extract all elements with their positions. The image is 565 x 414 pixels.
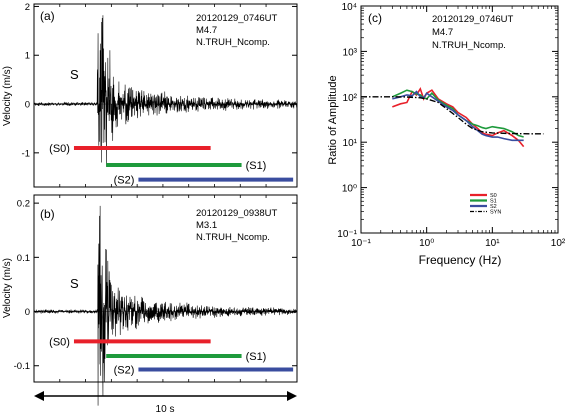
ytick-label-0: -1	[22, 148, 30, 159]
panel-c-xlabel: Frequency (Hz)	[419, 253, 502, 267]
time-scale-left-arrowhead	[34, 391, 44, 401]
panel-c-series	[361, 86, 544, 148]
panel-a-waveform	[33, 15, 298, 167]
panel-b-windows: (S0) (S1) (S2)	[49, 336, 294, 377]
legend-label-syn: SYN	[490, 210, 501, 216]
panel-a-phase-label: S	[70, 67, 79, 82]
c-ytick-label-4: 10³	[343, 47, 358, 58]
panel-b-title-line2: M3.1	[196, 220, 217, 231]
ytick-label-3: 2	[25, 2, 30, 13]
panel-c-title-line2: M4.7	[432, 27, 453, 38]
c-xtick-label-1: 10⁰	[419, 238, 434, 249]
time-scale-right-arrowhead	[287, 391, 297, 401]
window-label-S2: (S2)	[114, 365, 135, 377]
waveform-trace-b	[33, 205, 298, 406]
ytick-label-1: 0	[25, 307, 30, 318]
window-label-S1: (S1)	[246, 160, 267, 172]
panel-a-ylabel: Velocity (m/s)	[2, 66, 13, 126]
panel-b-velocity-waveform: -0.1 0 0.1 0.2 (S0) (S1) (S2) (b) 20120129_09…	[2, 194, 298, 406]
window-label-S1: (S1)	[246, 351, 267, 363]
panel-b-frame	[33, 194, 298, 383]
c-ytick-label-1: 10⁰	[342, 184, 357, 195]
legend-label-s0: S0	[490, 193, 497, 199]
c-ytick-label-5: 10⁴	[342, 2, 357, 13]
time-scale-bar: 10 s	[34, 391, 297, 414]
legend-label-s1: S1	[490, 199, 497, 205]
time-scale-label: 10 s	[156, 404, 175, 414]
waveform-trace-a	[33, 15, 298, 167]
window-label-S2: (S2)	[114, 175, 135, 187]
ytick-label-1: 0	[25, 100, 30, 111]
window-label-S0: (S0)	[49, 143, 70, 155]
panel-a-velocity-waveform: -1 0 1 2 (S0) (S1) (S2) (a) 20120129_0746UT M…	[2, 2, 298, 188]
c-xtick-label-2: 10¹	[485, 238, 500, 249]
panel-c-frame	[360, 5, 559, 234]
ytick-label-0: -0.1	[14, 361, 30, 372]
ytick-label-2: 1	[25, 51, 30, 62]
panel-b-phase-label: S	[70, 276, 79, 291]
panel-a-frame	[33, 3, 298, 188]
c-xtick-label-0: 10⁻¹	[351, 238, 371, 249]
c-xtick-label-3: 10²	[551, 238, 565, 249]
panel-b-waveform	[33, 205, 298, 406]
c-ytick-label-0: 10⁻¹	[337, 229, 357, 240]
panel-c-ylabel: Ratio of Amplitude	[327, 75, 339, 164]
ytick-label-3: 0.2	[17, 199, 30, 210]
panel-c-title-line1: 20120129_0746UT	[432, 14, 514, 25]
panel-c-title-line3: N.TRUH_Ncomp.	[432, 40, 506, 51]
panel-c-label: (c)	[368, 11, 382, 25]
panel-c-ticks: 10⁻¹ 10⁰ 10¹ 10² 10⁻¹ 10⁰ 10¹ 10² 10³ 10⁴	[337, 2, 565, 249]
panel-a-title-line1: 20120129_0746UT	[196, 13, 278, 24]
panel-b-title-line1: 20120129_0938UT	[196, 208, 278, 219]
panel-b-title-line3: N.TRUH_Ncomp.	[196, 232, 270, 243]
c-ytick-label-3: 10²	[343, 93, 358, 104]
ytick-label-2: 0.1	[17, 253, 30, 264]
series-line-syn	[361, 96, 544, 135]
panel-a-title-line2: M4.7	[196, 25, 217, 36]
panel-a-title-line3: N.TRUH_Ncomp.	[196, 37, 270, 48]
panel-c-amplitude-ratio: 10⁻¹ 10⁰ 10¹ 10² 10⁻¹ 10⁰ 10¹ 10² 10³ 10⁴ S0S1S2S…	[327, 2, 565, 267]
legend-label-s2: S2	[490, 204, 497, 210]
c-ytick-label-2: 10¹	[343, 138, 358, 149]
panel-b-ylabel: Velocity (m/s)	[2, 258, 13, 318]
window-label-S0: (S0)	[49, 336, 70, 348]
panel-a-label: (a)	[40, 9, 55, 23]
panel-b-label: (b)	[40, 207, 55, 221]
panel-a-windows: (S0) (S1) (S2)	[49, 143, 294, 187]
series-line-s2	[392, 90, 524, 142]
